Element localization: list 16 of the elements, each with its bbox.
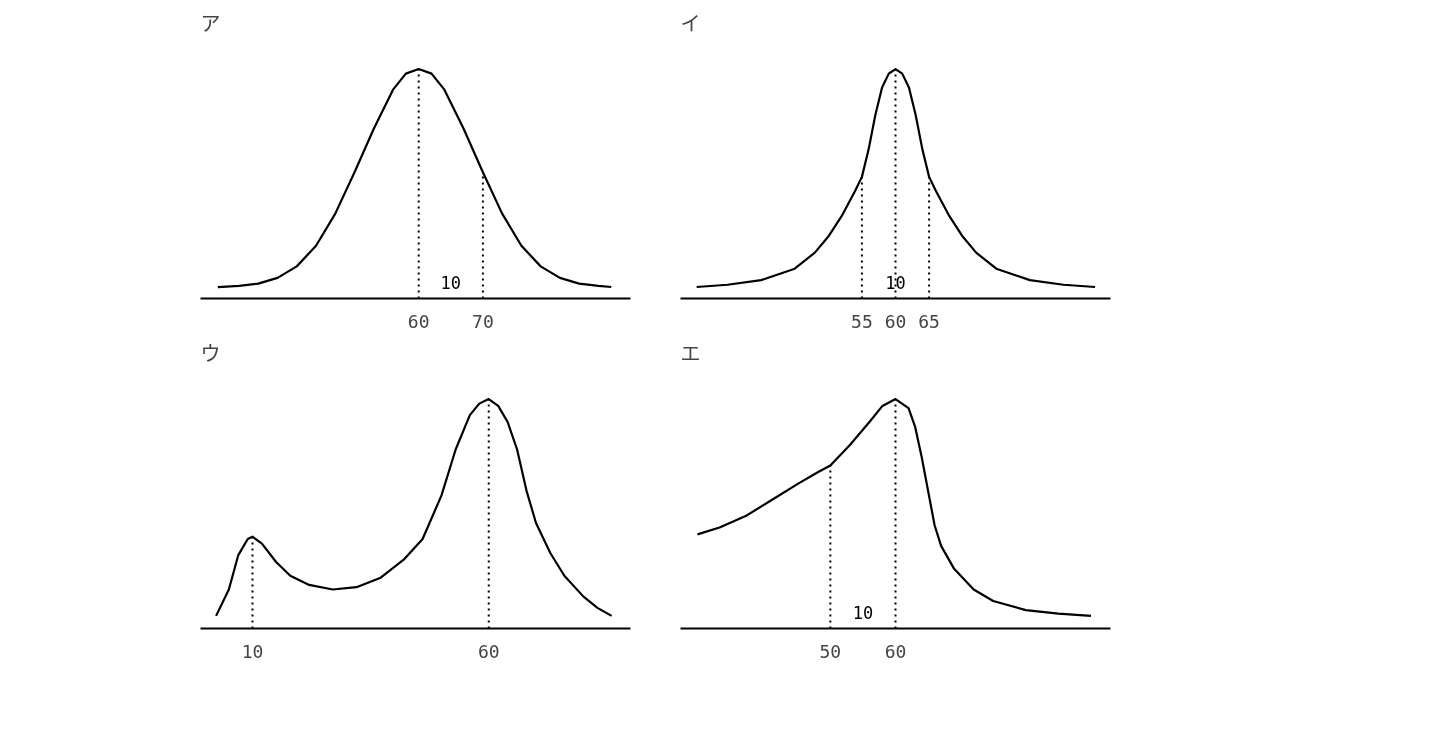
x-tick-label: 50 [819, 640, 842, 662]
x-tick-label: 70 [472, 310, 494, 332]
chart-title: ア [200, 7, 221, 37]
chart-title: エ [680, 337, 701, 367]
chart-title: ウ [200, 337, 221, 367]
chart-title: イ [680, 7, 701, 37]
x-tick-label: 60 [884, 640, 907, 662]
x-tick-label: 55 [851, 310, 873, 332]
annotation: 10 [885, 273, 906, 294]
x-tick-label: 60 [407, 310, 430, 332]
annotation: 10 [440, 273, 462, 294]
x-tick-label: 10 [241, 640, 264, 662]
x-tick-label: 60 [884, 310, 907, 332]
annotation: 10 [852, 603, 874, 624]
x-tick-label: 65 [918, 310, 940, 332]
x-tick-label: 60 [477, 640, 500, 662]
